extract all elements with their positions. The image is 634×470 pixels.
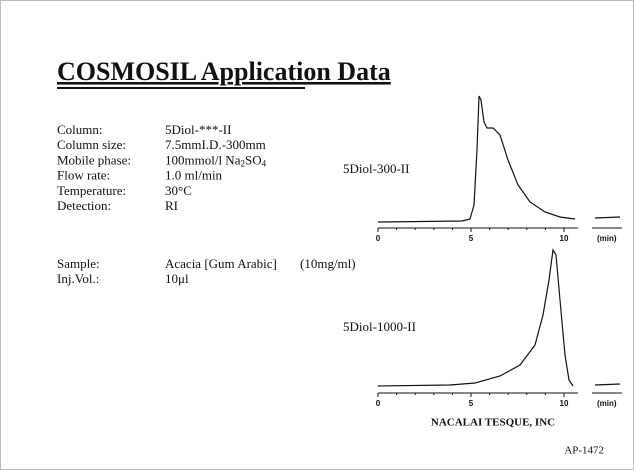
value-part: 5Diol-***-II — [165, 122, 231, 137]
trace — [594, 383, 621, 386]
sample-label: Sample: — [57, 256, 100, 271]
value-part: 1.0 ml/min — [165, 168, 223, 183]
condition-label: Flow rate: — [57, 168, 110, 183]
condition-value: 7.5mmI.D.-300mm — [165, 137, 266, 152]
value-part: 100mmol/l Na — [165, 152, 241, 167]
tick-label: 10 — [560, 234, 569, 243]
subscript: 4 — [262, 158, 267, 168]
code: AP-1472 — [564, 445, 604, 457]
condition-value: 30°C — [165, 183, 192, 198]
sample-value: Acacia [Gum Arabic] — [165, 256, 277, 271]
trace — [377, 95, 576, 223]
value-part: SO — [245, 152, 262, 167]
chromatogram-label: 5Diol-1000-II — [343, 319, 416, 334]
condition-label: Temperature: — [57, 183, 126, 198]
condition-label: Column: — [57, 122, 103, 137]
value-part: 7.5mmI.D.-300mm — [165, 137, 266, 152]
value-part: 30°C — [165, 183, 192, 198]
subscript: 2 — [240, 158, 245, 168]
trace — [377, 248, 574, 387]
condition-label: Mobile phase: — [57, 152, 131, 167]
conditions: Column: 5Diol-***-II Column size: 7.5mmI.D.… — [57, 122, 356, 286]
injection-label: Inj.Vol.: — [57, 271, 99, 286]
tick-label: 0 — [376, 399, 381, 408]
footer: NACALAI TESQUE, INC — [431, 417, 555, 429]
injection-value: 10μl — [165, 271, 189, 286]
tick-label: 10 — [560, 399, 569, 408]
condition-value: RI — [165, 198, 178, 213]
sample-concentration: (10mg/ml) — [300, 256, 356, 271]
chromatogram-label: 5Diol-300-II — [343, 161, 409, 176]
trace — [594, 216, 621, 219]
value-part: RI — [165, 198, 178, 213]
tick-label: 0 — [376, 234, 381, 243]
condition-label: Column size: — [57, 137, 126, 152]
condition-value: 5Diol-***-II — [165, 122, 231, 137]
condition-value: 1.0 ml/min — [165, 168, 223, 183]
tick-label: 5 — [469, 234, 474, 243]
axis-unit: (min) — [597, 399, 617, 408]
condition-value: 100mmol/l Na2SO4 — [165, 152, 267, 168]
chromatograms: 5Diol-300-II 0 5 10 (min) 5Diol-1000-II 0 5 10 (m… — [343, 95, 622, 408]
tick-label: 5 — [469, 399, 474, 408]
condition-label: Detection: — [57, 198, 111, 213]
axis-unit: (min) — [597, 234, 617, 243]
title: COSMOSIL Application Data — [57, 57, 391, 86]
